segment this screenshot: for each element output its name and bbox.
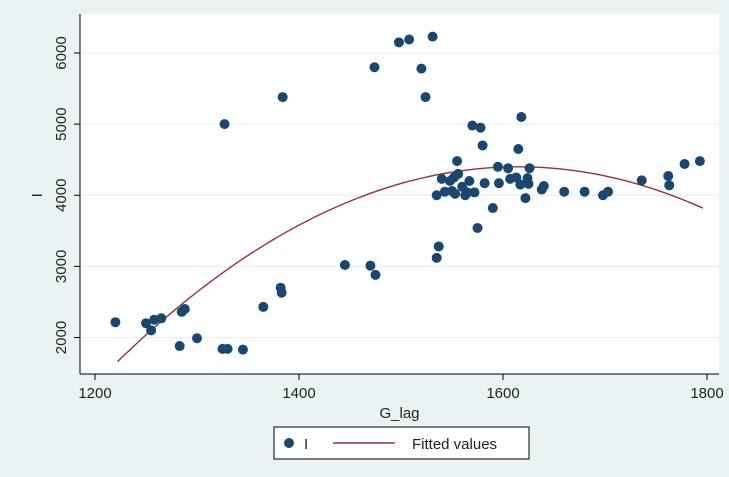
data-point-29	[436, 173, 447, 184]
x-axis-title: G_lag	[379, 405, 419, 422]
data-point-13	[258, 301, 269, 312]
data-point-45	[477, 140, 488, 151]
tick-label-x-1200: 1200	[78, 385, 111, 402]
data-point-23	[416, 63, 427, 74]
data-point-5	[174, 341, 185, 352]
data-point-65	[603, 186, 614, 197]
data-point-47	[487, 203, 498, 214]
data-point-18	[365, 260, 376, 271]
legend-marker-I	[284, 438, 294, 448]
data-point-17	[339, 259, 350, 270]
tick-label-y-3000: 3000	[53, 250, 70, 283]
data-point-24	[420, 92, 431, 103]
legend-label-I: I	[304, 436, 308, 453]
tick-label-y-2000: 2000	[53, 321, 70, 354]
legend-label-fitted-values: Fitted values	[412, 436, 497, 453]
data-point-2	[146, 325, 157, 336]
data-point-44	[475, 122, 486, 133]
data-point-42	[469, 187, 480, 198]
data-point-15	[276, 287, 287, 298]
data-point-12	[237, 344, 248, 355]
data-point-68	[664, 180, 675, 191]
data-point-36	[453, 168, 464, 179]
data-point-35	[452, 156, 463, 167]
data-point-0	[110, 317, 121, 328]
data-point-55	[516, 112, 527, 123]
tick-label-y-4000: 4000	[53, 179, 70, 212]
data-point-66	[636, 175, 647, 186]
data-point-54	[515, 179, 526, 190]
data-point-27	[433, 241, 444, 252]
legend: I Fitted values	[273, 426, 530, 460]
data-series	[110, 31, 705, 363]
tick-label-y-6000: 6000	[53, 36, 70, 69]
axes: 2000 3000 4000 5000 6000 1200 1400 1600 1800	[53, 14, 724, 402]
data-point-28	[431, 190, 442, 201]
data-point-69	[679, 158, 690, 169]
data-point-58	[523, 178, 534, 189]
data-point-21	[393, 37, 404, 48]
data-point-25	[427, 31, 438, 42]
data-point-53	[513, 144, 524, 155]
data-point-62	[559, 186, 570, 197]
data-point-34	[450, 188, 461, 199]
tick-label-x-1400: 1400	[282, 385, 315, 402]
data-point-59	[524, 163, 535, 174]
tick-label-y-5000: 5000	[53, 107, 70, 140]
data-point-56	[520, 193, 531, 204]
data-point-40	[464, 176, 475, 187]
data-point-49	[493, 178, 504, 189]
tick-label-x-1600: 1600	[486, 385, 519, 402]
data-point-39	[462, 187, 473, 198]
data-point-46	[479, 178, 490, 189]
data-point-1	[141, 318, 151, 329]
data-point-10	[219, 119, 230, 130]
data-point-16	[277, 92, 288, 103]
data-point-43	[472, 222, 483, 233]
data-point-20	[370, 269, 381, 280]
grid-lines	[80, 52, 719, 338]
data-point-61	[538, 181, 549, 192]
fitted-values-line	[116, 166, 704, 363]
data-point-19	[369, 62, 380, 73]
data-point-11	[222, 343, 233, 354]
data-point-41	[467, 120, 478, 131]
data-point-8	[192, 333, 202, 344]
data-point-7	[179, 304, 190, 315]
data-point-48	[492, 161, 503, 172]
tick-label-x-1800: 1800	[690, 385, 723, 402]
legend-box	[273, 426, 530, 460]
data-point-22	[404, 34, 415, 45]
data-point-4	[156, 313, 167, 324]
data-point-70	[694, 156, 705, 167]
y-axis-title: I	[29, 193, 46, 197]
data-point-63	[579, 186, 590, 197]
plot-area	[80, 14, 719, 374]
data-point-67	[663, 171, 674, 182]
data-point-26	[431, 252, 442, 263]
data-point-50	[503, 163, 514, 174]
